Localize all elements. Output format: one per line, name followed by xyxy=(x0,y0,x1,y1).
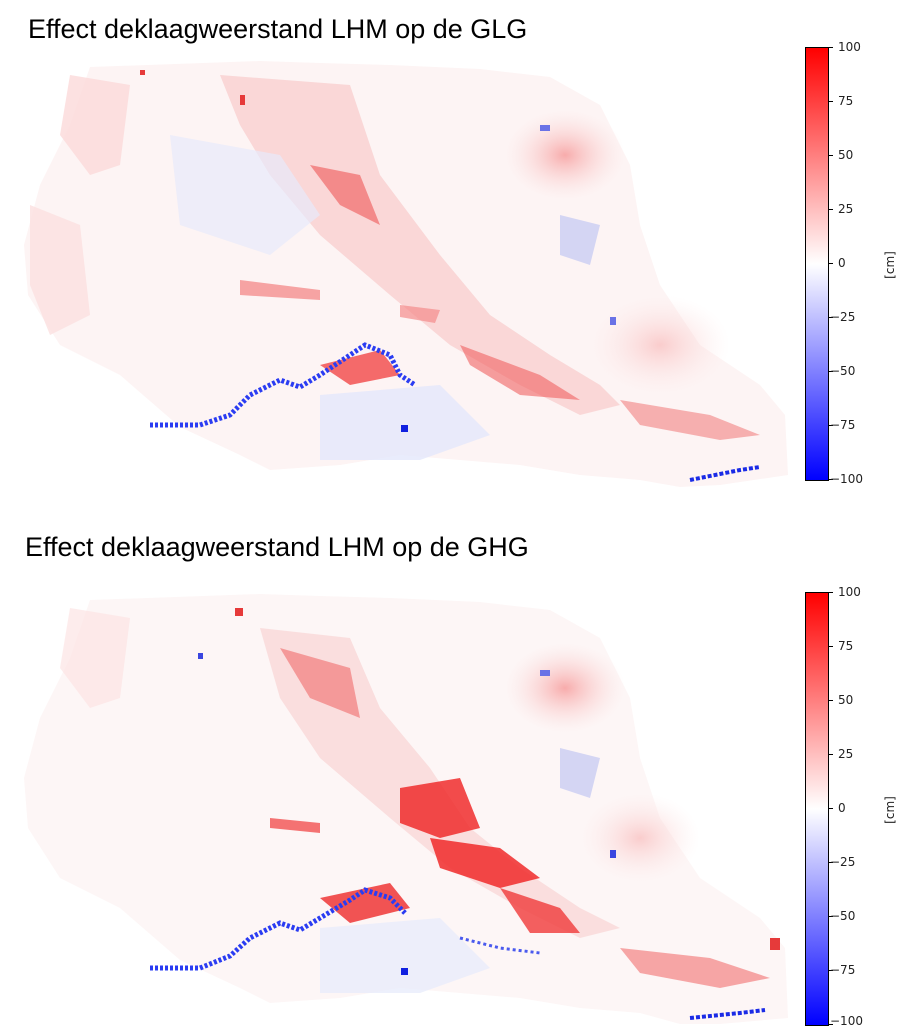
colorbar-tick-label: −75 xyxy=(830,963,856,977)
panel-glg: Effect deklaagweerstand LHM op de GLG xyxy=(0,0,901,500)
colorbar-tick-label: 75 xyxy=(838,639,854,653)
colorbar-tick-label: 100 xyxy=(838,40,861,54)
colorbar-tick-label: 25 xyxy=(838,202,854,216)
map-ghg xyxy=(24,594,788,1024)
panel-title: Effect deklaagweerstand LHM op de GLG xyxy=(28,14,528,44)
colorbar xyxy=(805,47,829,481)
panel-ghg: Effect deklaagweerstand LHM op de GHG xyxy=(0,530,901,1028)
colorbar-tick-label: −75 xyxy=(830,418,856,432)
map-glg xyxy=(24,61,788,487)
colorbar-unit: [cm] xyxy=(882,796,897,824)
colorbar-tick-label: −50 xyxy=(830,909,856,923)
colorbar-tick-label: 0 xyxy=(838,801,846,815)
colorbar-tick-label: 25 xyxy=(838,747,854,761)
colorbar-tick-label: −50 xyxy=(830,364,856,378)
colorbar-tick-label: 75 xyxy=(838,94,854,108)
colorbar-tick-label: 50 xyxy=(838,693,854,707)
colorbar-tick-label: 50 xyxy=(838,148,854,162)
colorbar-tick-label: −100 xyxy=(830,1014,863,1028)
colorbar-tick-label: −25 xyxy=(830,855,856,869)
colorbar-tick-label: −100 xyxy=(830,472,863,486)
colorbar-unit: [cm] xyxy=(882,251,897,279)
colorbar-tick-label: 100 xyxy=(838,585,861,599)
colorbar xyxy=(805,592,829,1026)
panel-title: Effect deklaagweerstand LHM op de GHG xyxy=(25,532,529,562)
colorbar-tick-label: 0 xyxy=(838,256,846,270)
colorbar-tick-label: −25 xyxy=(830,310,856,324)
